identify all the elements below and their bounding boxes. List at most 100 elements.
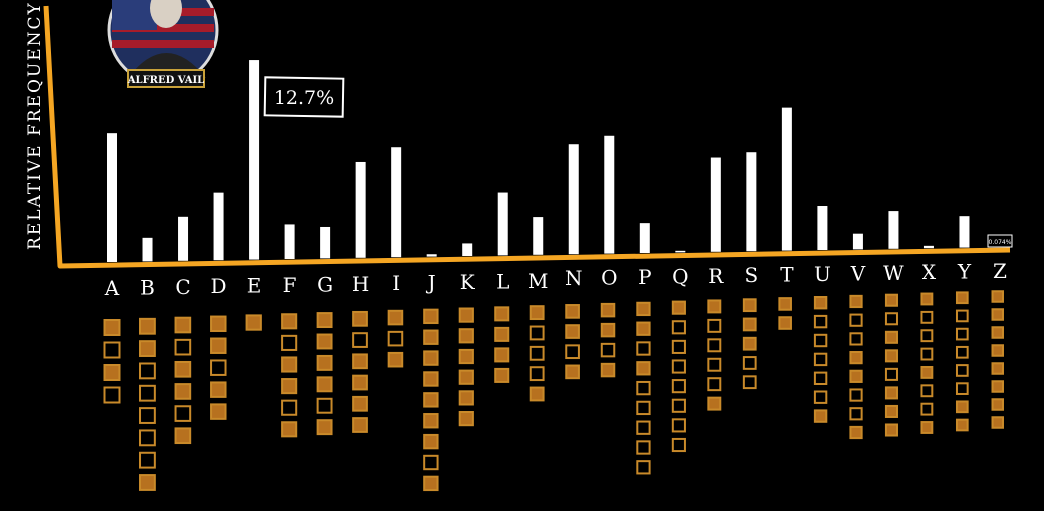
tick-label-t: T [780, 263, 794, 287]
caption-plate [127, 69, 205, 88]
tick-label-o: O [601, 266, 617, 290]
morse-box-s-3 [742, 336, 757, 351]
morse-box-y-8 [955, 418, 969, 432]
bar-y [959, 216, 970, 248]
morse-box-s-2 [742, 317, 757, 332]
morse-box-z-4 [991, 344, 1004, 357]
morse-box-x-5 [920, 365, 934, 379]
morse-box-r-2 [707, 318, 722, 333]
tick-label-p: P [638, 265, 651, 289]
morse-box-d-4 [210, 381, 227, 398]
tick-label-h: H [352, 272, 369, 296]
morse-box-m-4 [529, 366, 545, 382]
tick-label-v: V [850, 261, 866, 285]
morse-box-i-3 [387, 351, 404, 368]
morse-box-v-7 [849, 407, 863, 421]
morse-box-l-4 [494, 367, 510, 383]
morse-box-z-3 [991, 326, 1004, 339]
morse-box-j-9 [423, 475, 439, 492]
bar-w [888, 211, 899, 249]
morse-box-u-3 [813, 333, 828, 348]
tick-label-w: W [883, 261, 904, 285]
morse-box-z-1 [991, 290, 1004, 303]
morse-box-v-6 [849, 388, 863, 402]
axes [43, 5, 1011, 269]
morse-box-n-4 [565, 364, 580, 380]
morse-box-g-4 [316, 376, 333, 393]
bar-s [746, 152, 757, 252]
morse-box-m-5 [529, 386, 545, 402]
morse-box-s-5 [742, 375, 757, 390]
morse-box-s-1 [742, 298, 757, 313]
morse-box-a-2 [103, 341, 121, 359]
morse-box-z-8 [991, 416, 1004, 429]
tick-label-n: N [565, 266, 583, 290]
morse-box-r-6 [707, 396, 722, 411]
bar-h [355, 161, 366, 258]
morse-box-i-2 [387, 330, 404, 347]
bar-o [604, 135, 615, 254]
morse-box-o-4 [600, 362, 616, 378]
morse-box-k-6 [458, 411, 474, 427]
morse-box-w-8 [884, 423, 898, 437]
morse-box-w-3 [884, 330, 898, 344]
bar-n [568, 144, 579, 255]
morse-box-d-3 [210, 359, 227, 376]
tick-label-q: Q [672, 264, 688, 288]
morse-box-k-5 [458, 390, 474, 406]
morse-box-p-8 [636, 440, 651, 455]
morse-box-f-6 [281, 421, 298, 438]
morse-box-f-2 [281, 334, 298, 351]
e-frequency-callout: 12.7% [263, 76, 345, 118]
morse-box-s-4 [742, 356, 757, 370]
morse-box-v-4 [849, 351, 863, 365]
morse-box-u-1 [813, 296, 828, 310]
tick-label-a: A [104, 276, 120, 300]
bar-a [107, 133, 117, 262]
morse-box-p-5 [636, 380, 651, 396]
morse-box-a-4 [103, 386, 121, 404]
bar-f [284, 224, 295, 259]
morse-box-j-5 [423, 392, 439, 408]
morse-box-q-4 [671, 359, 686, 374]
morse-box-p-9 [636, 460, 651, 475]
z-frequency-callout: 0.074% [987, 234, 1013, 248]
tick-label-s: S [745, 263, 759, 287]
morse-box-h-3 [352, 353, 368, 370]
morse-box-b-6 [139, 429, 156, 447]
morse-box-u-7 [813, 409, 828, 423]
morse-box-j-7 [423, 433, 439, 450]
morse-box-y-7 [955, 400, 969, 414]
bar-x [923, 245, 934, 249]
y-axis-label: RELATIVE FREQUENCY [25, 1, 45, 250]
morse-box-h-2 [352, 332, 368, 348]
morse-box-z-2 [991, 308, 1004, 321]
morse-box-m-3 [529, 345, 545, 361]
portrait-caption: ALFRED VAIL [127, 75, 204, 86]
morse-box-u-6 [813, 390, 828, 404]
morse-box-c-3 [174, 360, 192, 378]
morse-box-g-3 [316, 354, 333, 371]
tick-label-c: C [175, 275, 190, 299]
tick-label-u: U [814, 262, 831, 286]
morse-box-b-7 [139, 451, 156, 469]
morse-box-p-6 [636, 400, 651, 416]
small-callout-value: 0.074% [989, 239, 1012, 246]
tick-label-e: E [247, 274, 262, 298]
morse-box-v-2 [849, 313, 863, 327]
morse-box-q-2 [671, 320, 686, 335]
morse-box-z-7 [991, 398, 1004, 411]
morse-box-d-2 [210, 337, 227, 354]
bar-b [142, 237, 153, 262]
callout-box [263, 76, 345, 118]
morse-box-j-2 [423, 329, 439, 345]
bar-l [497, 192, 508, 256]
morse-box-m-2 [529, 325, 545, 341]
morse-box-i-1 [387, 309, 404, 326]
morse-box-y-1 [955, 291, 969, 305]
tick-label-i: I [392, 271, 400, 295]
morse-box-p-4 [636, 361, 651, 376]
flag-stripe [112, 24, 214, 32]
morse-box-z-6 [991, 380, 1004, 393]
